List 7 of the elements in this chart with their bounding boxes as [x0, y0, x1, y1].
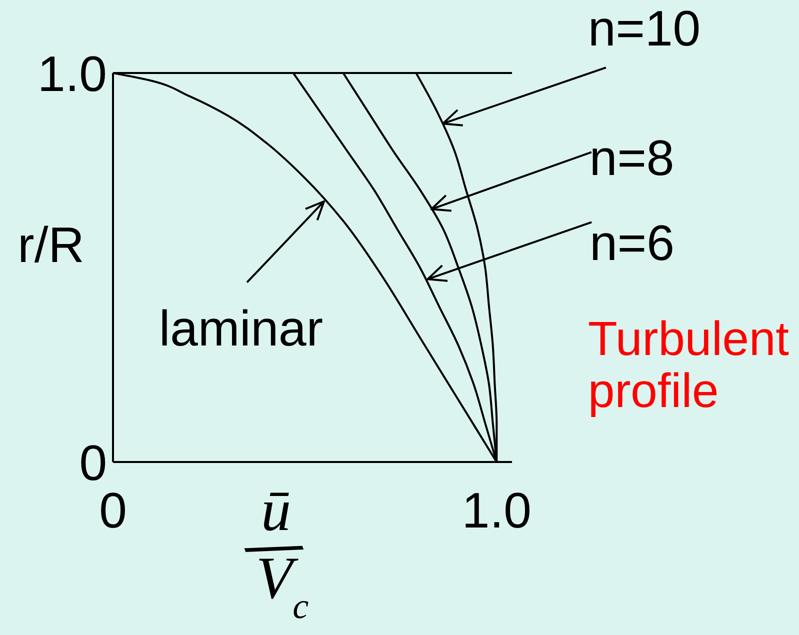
x-axis-title: ū/V$_{c}$: [228, 477, 322, 626]
annotation: laminar: [159, 300, 323, 356]
annotation: n=6: [590, 215, 674, 272]
y-axis-title: r/R: [18, 217, 84, 273]
annotation: n=8: [589, 130, 674, 186]
text: Turbulent profile: [588, 313, 789, 418]
annotation: n=10: [588, 0, 701, 57]
